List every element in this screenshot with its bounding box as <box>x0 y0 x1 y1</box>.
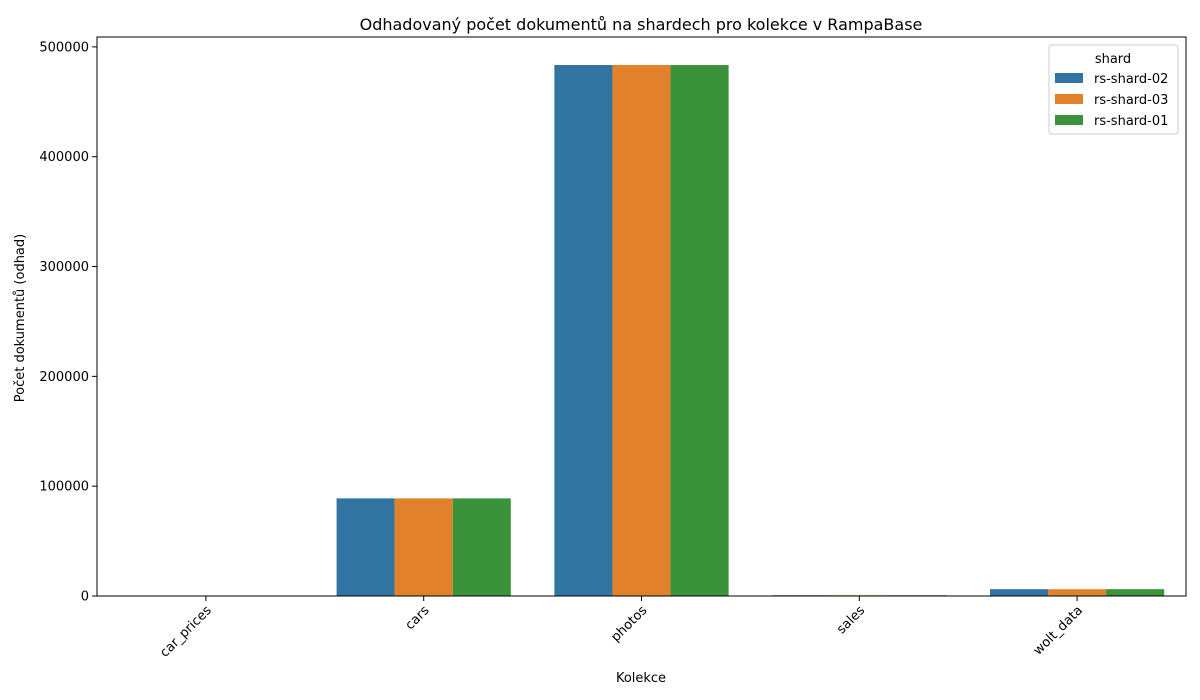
x-tick-label: cars <box>403 603 433 633</box>
legend-label: rs-shard-01 <box>1094 114 1168 129</box>
bar-cars-rs-shard-03 <box>394 498 453 596</box>
bars <box>336 65 1165 596</box>
legend-label: rs-shard-02 <box>1094 72 1168 87</box>
y-tick-label: 0 <box>81 590 89 605</box>
y-tick-label: 100000 <box>39 480 89 495</box>
y-tick-label: 500000 <box>39 40 89 55</box>
legend-swatch <box>1055 94 1083 104</box>
legend-title: shard <box>1095 52 1131 67</box>
x-tick-label: car_prices <box>157 603 214 660</box>
x-tick-label: photos <box>608 603 650 645</box>
bar-photos-rs-shard-01 <box>670 65 729 596</box>
bar-photos-rs-shard-03 <box>612 65 671 596</box>
bar-cars-rs-shard-01 <box>452 498 511 596</box>
legend-swatch <box>1055 115 1083 125</box>
x-axis-title: Kolekce <box>616 671 666 686</box>
legend-label: rs-shard-03 <box>1094 93 1168 108</box>
plot-frame <box>96 36 1187 597</box>
y-tick-label: 400000 <box>39 150 89 165</box>
legend: shard rs-shard-02 rs-shard-03 rs-shard-01 <box>1048 44 1179 135</box>
x-axis: car_prices cars photos sales wolt_data <box>157 596 1086 661</box>
bar-cars-rs-shard-02 <box>336 498 395 596</box>
legend-swatch <box>1055 73 1083 83</box>
bar-wolt_data-rs-shard-03 <box>1048 589 1107 596</box>
bar-photos-rs-shard-02 <box>554 65 613 596</box>
legend-box <box>1048 44 1179 135</box>
y-axis-title: Počet dokumentů (odhad) <box>13 234 28 402</box>
y-tick-label: 200000 <box>39 370 89 385</box>
chart-title: Odhadovaný počet dokumentů na shardech p… <box>360 15 923 34</box>
bar-wolt_data-rs-shard-01 <box>1106 589 1165 596</box>
x-tick-label: wolt_data <box>1031 603 1086 658</box>
y-tick-label: 300000 <box>39 260 89 275</box>
bar-wolt_data-rs-shard-02 <box>989 589 1049 596</box>
x-tick-label: sales <box>834 603 868 637</box>
y-axis: 0 100000 200000 300000 400000 500000 <box>39 40 97 605</box>
legend-entries: rs-shard-02 rs-shard-03 rs-shard-01 <box>1055 72 1168 129</box>
